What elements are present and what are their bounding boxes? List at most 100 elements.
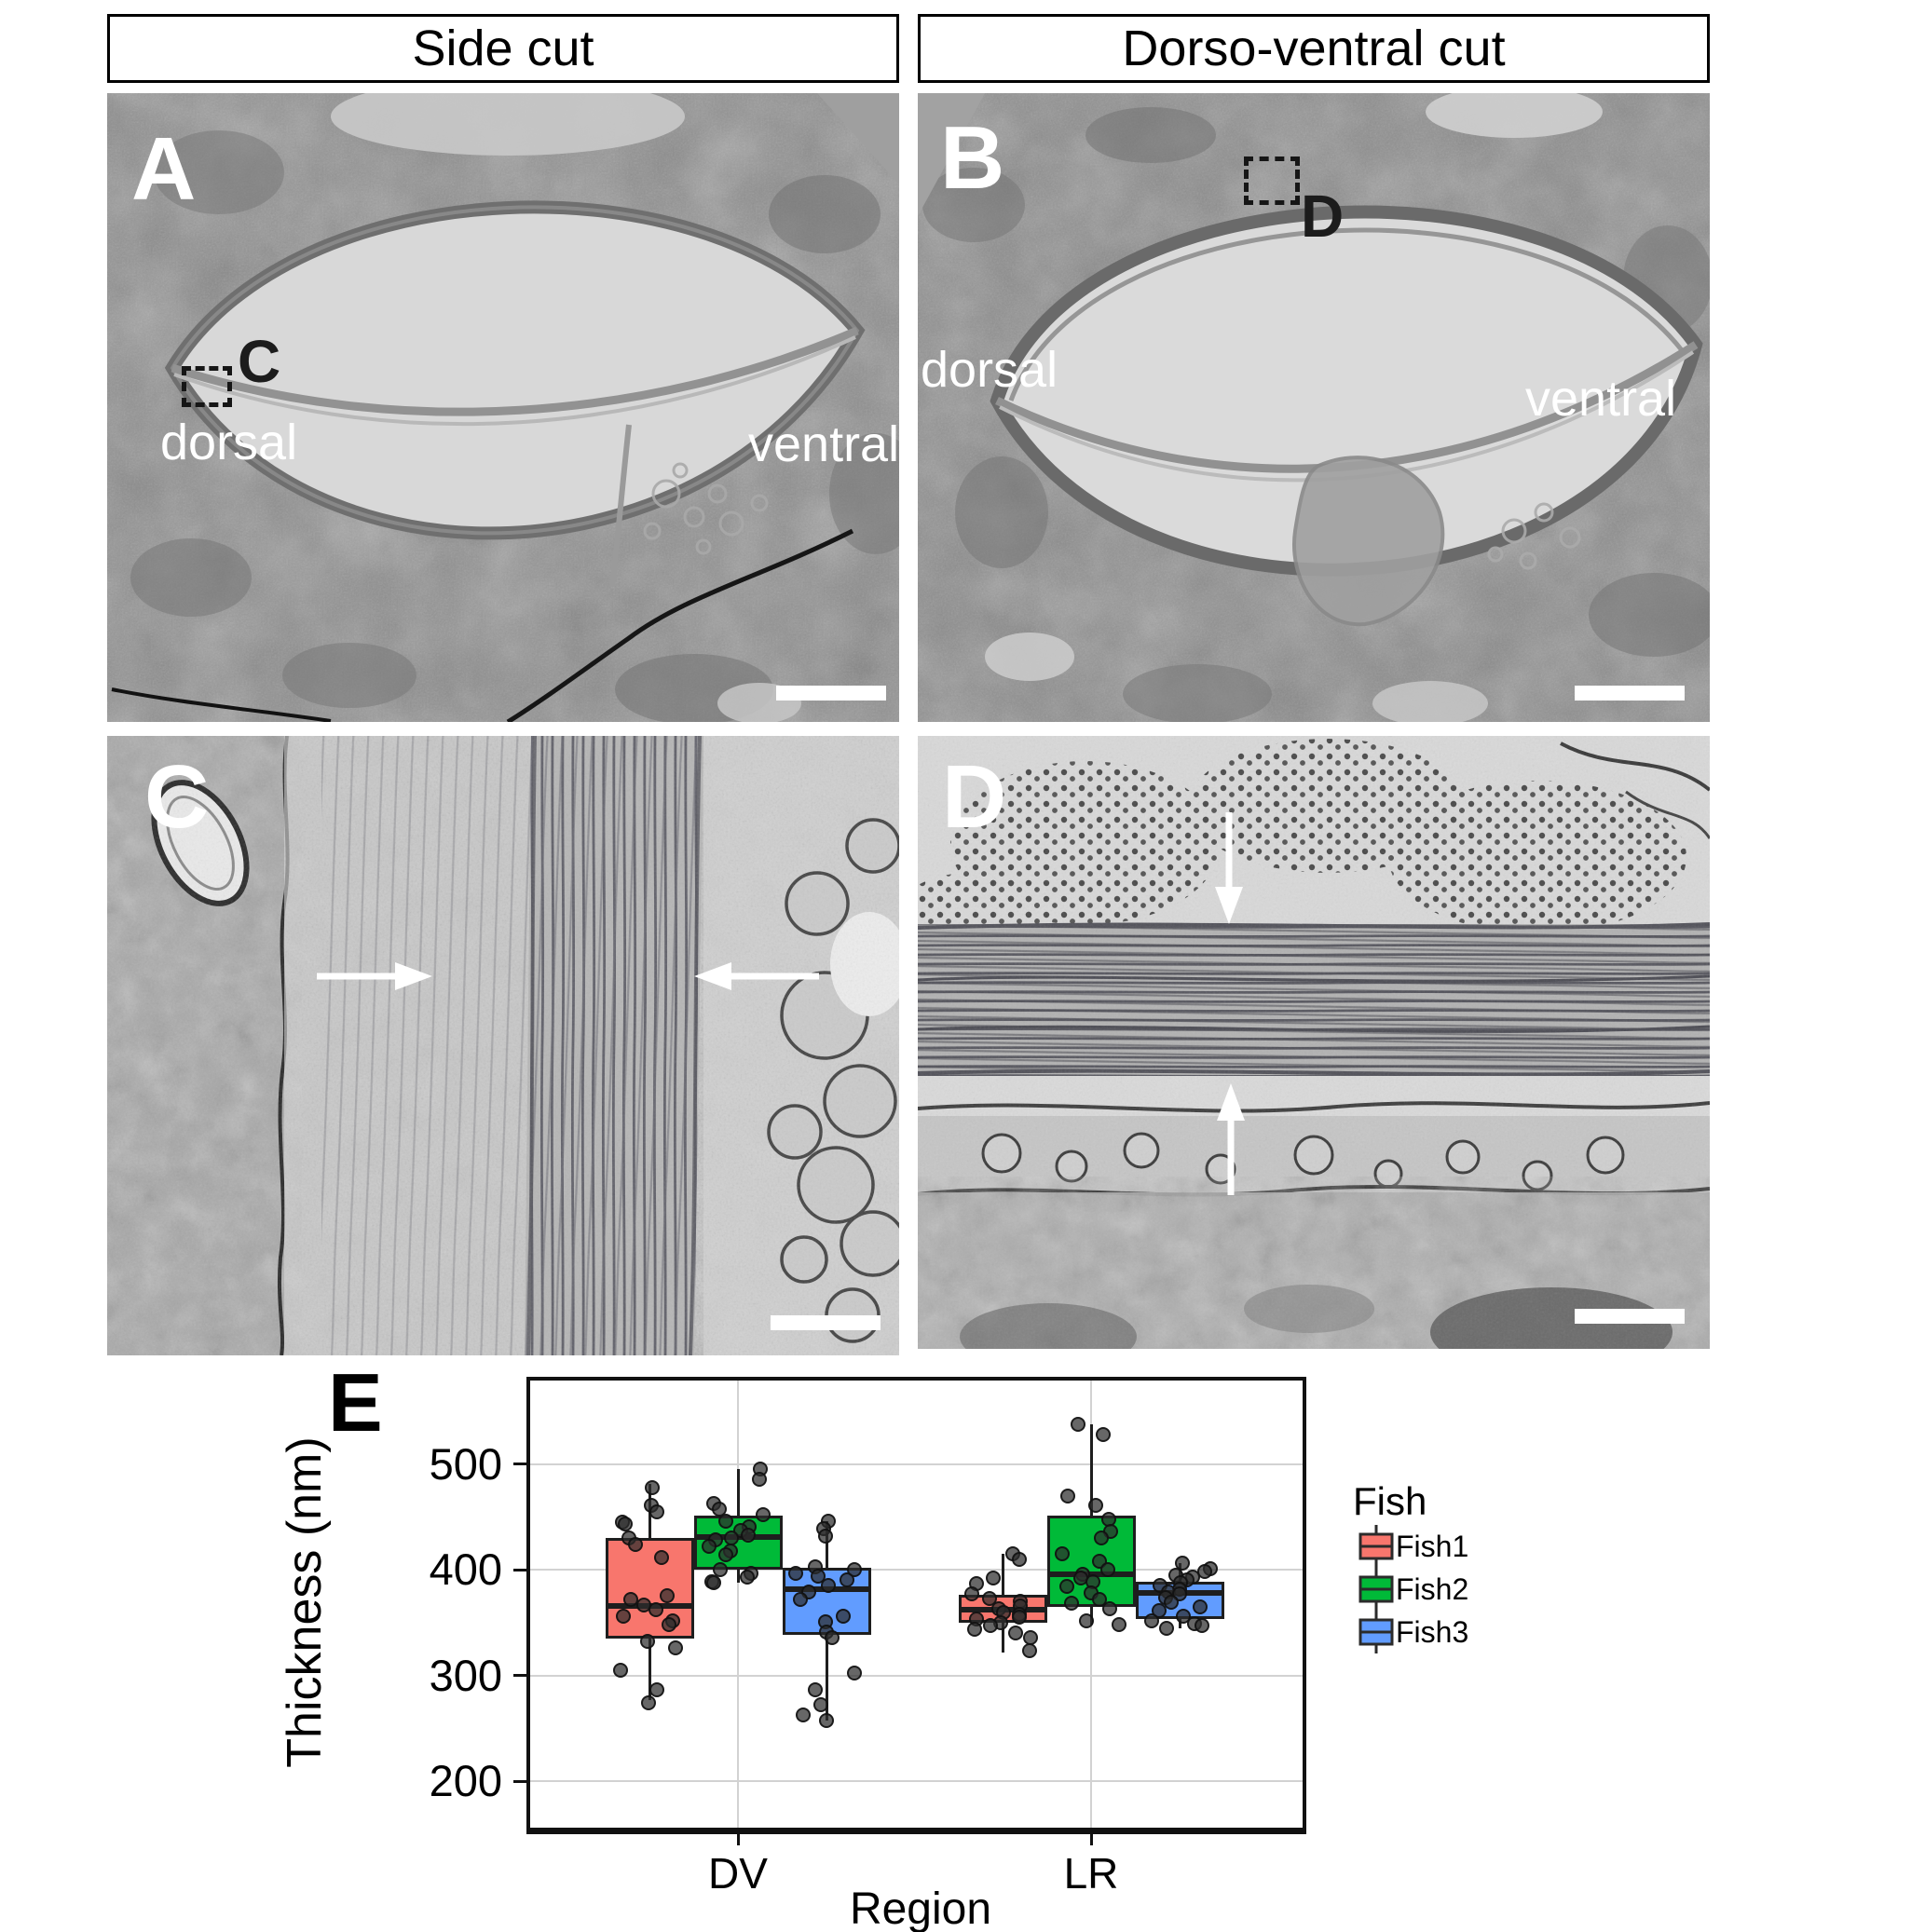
gridline-h — [530, 1780, 1303, 1783]
legend-key-boxplot-icon — [1358, 1568, 1394, 1611]
data-point — [1063, 1596, 1079, 1612]
header-dorso-ventral-cut-label: Dorso-ventral cut — [1122, 20, 1506, 76]
panel-b-ventral-label: ventral — [1525, 371, 1677, 427]
gridline-h — [530, 1569, 1303, 1571]
data-point — [751, 1471, 767, 1487]
data-point — [668, 1640, 684, 1656]
data-point — [1093, 1531, 1109, 1546]
data-point — [1071, 1416, 1086, 1432]
box-whisker-upper — [825, 1520, 828, 1568]
em-micrograph-panel-a: A C dorsal ventral — [107, 93, 899, 722]
x-axis-title: Region — [849, 1884, 992, 1932]
data-point — [1060, 1488, 1076, 1503]
y-tick-label: 500 — [429, 1438, 502, 1489]
panel-a-letter: A — [131, 119, 197, 219]
panel-b-scale-bar — [1575, 686, 1685, 701]
x-tick-label: LR — [1063, 1849, 1119, 1898]
box-whisker-upper — [1089, 1423, 1093, 1517]
panel-b-letter: B — [940, 108, 1005, 208]
data-point — [701, 1539, 717, 1555]
data-point — [706, 1574, 722, 1590]
legend-label: Fish2 — [1396, 1571, 1469, 1606]
data-point — [1192, 1599, 1208, 1614]
data-point — [808, 1682, 824, 1698]
header-dorso-ventral-cut: Dorso-ventral cut — [918, 14, 1710, 83]
panel-d-letter: D — [942, 747, 1007, 847]
data-point — [718, 1513, 734, 1529]
y-tick-label: 300 — [429, 1650, 502, 1700]
data-point — [983, 1618, 999, 1634]
panel-a-ventral-label: ventral — [748, 416, 899, 472]
data-point — [654, 1549, 670, 1565]
data-point — [1008, 1626, 1024, 1641]
x-tick-mark — [1089, 1834, 1093, 1845]
data-point — [1011, 1551, 1027, 1567]
data-point — [1100, 1562, 1116, 1578]
data-point — [1011, 1610, 1027, 1626]
box-whisker-upper — [1001, 1554, 1004, 1596]
data-point — [615, 1609, 631, 1625]
y-tick-mark — [513, 1779, 526, 1783]
panel-d-scale-bar — [1575, 1309, 1685, 1324]
data-point — [985, 1571, 1001, 1586]
y-tick-label: 400 — [429, 1544, 502, 1595]
data-point — [1079, 1612, 1095, 1628]
data-point — [649, 1682, 665, 1698]
panel-d-up-arrow-icon — [1217, 1083, 1245, 1195]
data-point — [1087, 1497, 1103, 1513]
data-point — [1095, 1426, 1111, 1442]
legend-item-fish1: Fish1 — [1358, 1525, 1468, 1568]
data-point — [1101, 1601, 1117, 1617]
legend-item-fish3: Fish3 — [1358, 1611, 1468, 1653]
data-point — [1144, 1612, 1160, 1628]
box-whisker-lower — [825, 1635, 828, 1721]
data-point — [640, 1695, 656, 1711]
header-side-cut: Side cut — [107, 14, 899, 83]
gridline-v — [737, 1381, 739, 1828]
panel-a-scale-bar — [776, 686, 886, 701]
data-point — [793, 1591, 809, 1607]
data-point — [812, 1697, 828, 1713]
data-point — [639, 1634, 655, 1650]
data-point — [756, 1507, 771, 1523]
data-point — [1175, 1609, 1191, 1625]
data-point — [612, 1662, 628, 1678]
data-point — [835, 1609, 851, 1625]
data-point — [648, 1602, 664, 1618]
data-point — [712, 1562, 728, 1578]
panel-c-right-arrow-icon — [694, 962, 819, 990]
data-point — [717, 1547, 733, 1563]
x-tick-mark — [736, 1834, 740, 1845]
data-point — [966, 1621, 982, 1637]
em-micrograph-panel-c: C — [107, 736, 899, 1355]
box-whisker-lower — [736, 1570, 740, 1583]
gridline-h — [530, 1463, 1303, 1465]
panel-c-scale-bar — [771, 1315, 881, 1330]
data-point — [847, 1666, 863, 1681]
panel-c-left-arrow-icon — [317, 962, 432, 990]
box-whisker-lower — [648, 1638, 651, 1700]
data-point — [740, 1570, 756, 1585]
data-point — [741, 1527, 757, 1543]
y-tick-mark — [513, 1568, 526, 1571]
panel-c-letter: C — [144, 747, 210, 847]
panel-d-down-arrow-icon — [1215, 812, 1243, 924]
data-point — [821, 1578, 837, 1594]
data-point — [1022, 1643, 1038, 1659]
data-point — [628, 1536, 644, 1552]
em-texture-a — [107, 93, 899, 722]
em-texture-d — [918, 736, 1710, 1349]
em-texture-b — [918, 93, 1710, 722]
box-whisker-lower — [1001, 1622, 1004, 1653]
box-whisker-upper — [736, 1469, 740, 1517]
data-point — [1054, 1546, 1070, 1562]
panel-a-dorsal-label: dorsal — [160, 415, 298, 470]
data-point — [1058, 1579, 1074, 1595]
data-point — [817, 1528, 833, 1544]
data-point — [659, 1588, 675, 1604]
panel-b-inset-letter: D — [1301, 183, 1345, 250]
panel-b-inset-box — [1244, 156, 1300, 205]
header-side-cut-label: Side cut — [412, 20, 594, 76]
legend-key-boxplot-icon — [1358, 1611, 1394, 1653]
